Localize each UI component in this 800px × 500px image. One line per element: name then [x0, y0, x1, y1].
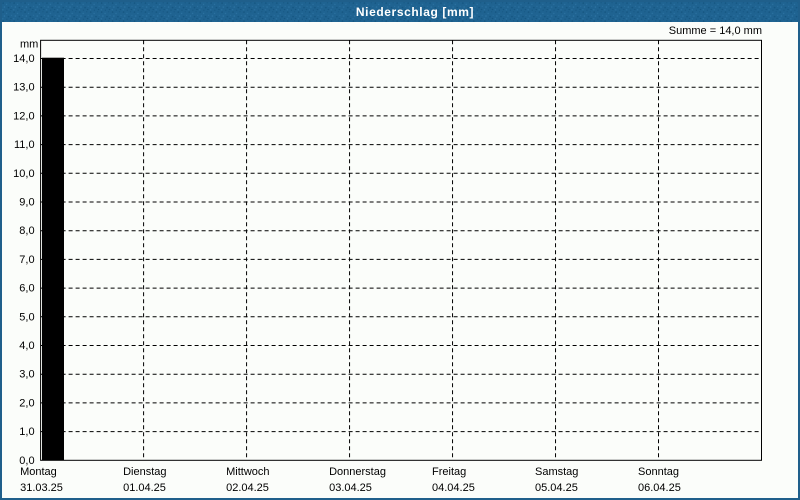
svg-text:Freitag: Freitag: [432, 466, 466, 478]
svg-text:2,0: 2,0: [19, 397, 34, 409]
svg-text:02.04.25: 02.04.25: [226, 482, 269, 494]
svg-text:04.04.25: 04.04.25: [432, 482, 475, 494]
svg-text:1,0: 1,0: [19, 426, 34, 438]
svg-text:5,0: 5,0: [19, 311, 34, 323]
svg-text:8,0: 8,0: [19, 225, 34, 237]
svg-text:06.04.25: 06.04.25: [638, 482, 681, 494]
svg-text:0,0: 0,0: [19, 455, 34, 467]
svg-text:03.04.25: 03.04.25: [329, 482, 372, 494]
svg-text:6,0: 6,0: [19, 283, 34, 295]
svg-text:3,0: 3,0: [19, 369, 34, 381]
svg-text:Mittwoch: Mittwoch: [226, 466, 269, 478]
svg-text:Samstag: Samstag: [535, 466, 578, 478]
svg-text:9,0: 9,0: [19, 197, 34, 209]
svg-text:4,0: 4,0: [19, 340, 34, 352]
svg-text:Donnerstag: Donnerstag: [329, 466, 386, 478]
svg-text:11,0: 11,0: [14, 139, 35, 151]
svg-text:13,0: 13,0: [13, 82, 34, 94]
svg-text:01.04.25: 01.04.25: [123, 482, 166, 494]
svg-text:7,0: 7,0: [19, 254, 34, 266]
svg-text:mm: mm: [20, 39, 38, 51]
svg-text:Sonntag: Sonntag: [638, 466, 679, 478]
svg-text:Dienstag: Dienstag: [123, 466, 166, 478]
svg-text:12,0: 12,0: [13, 110, 34, 122]
svg-text:14,0: 14,0: [13, 53, 34, 65]
svg-text:10,0: 10,0: [13, 168, 34, 180]
svg-text:05.04.25: 05.04.25: [535, 482, 578, 494]
svg-text:Montag: Montag: [20, 466, 57, 478]
svg-text:31.03.25: 31.03.25: [20, 482, 63, 494]
